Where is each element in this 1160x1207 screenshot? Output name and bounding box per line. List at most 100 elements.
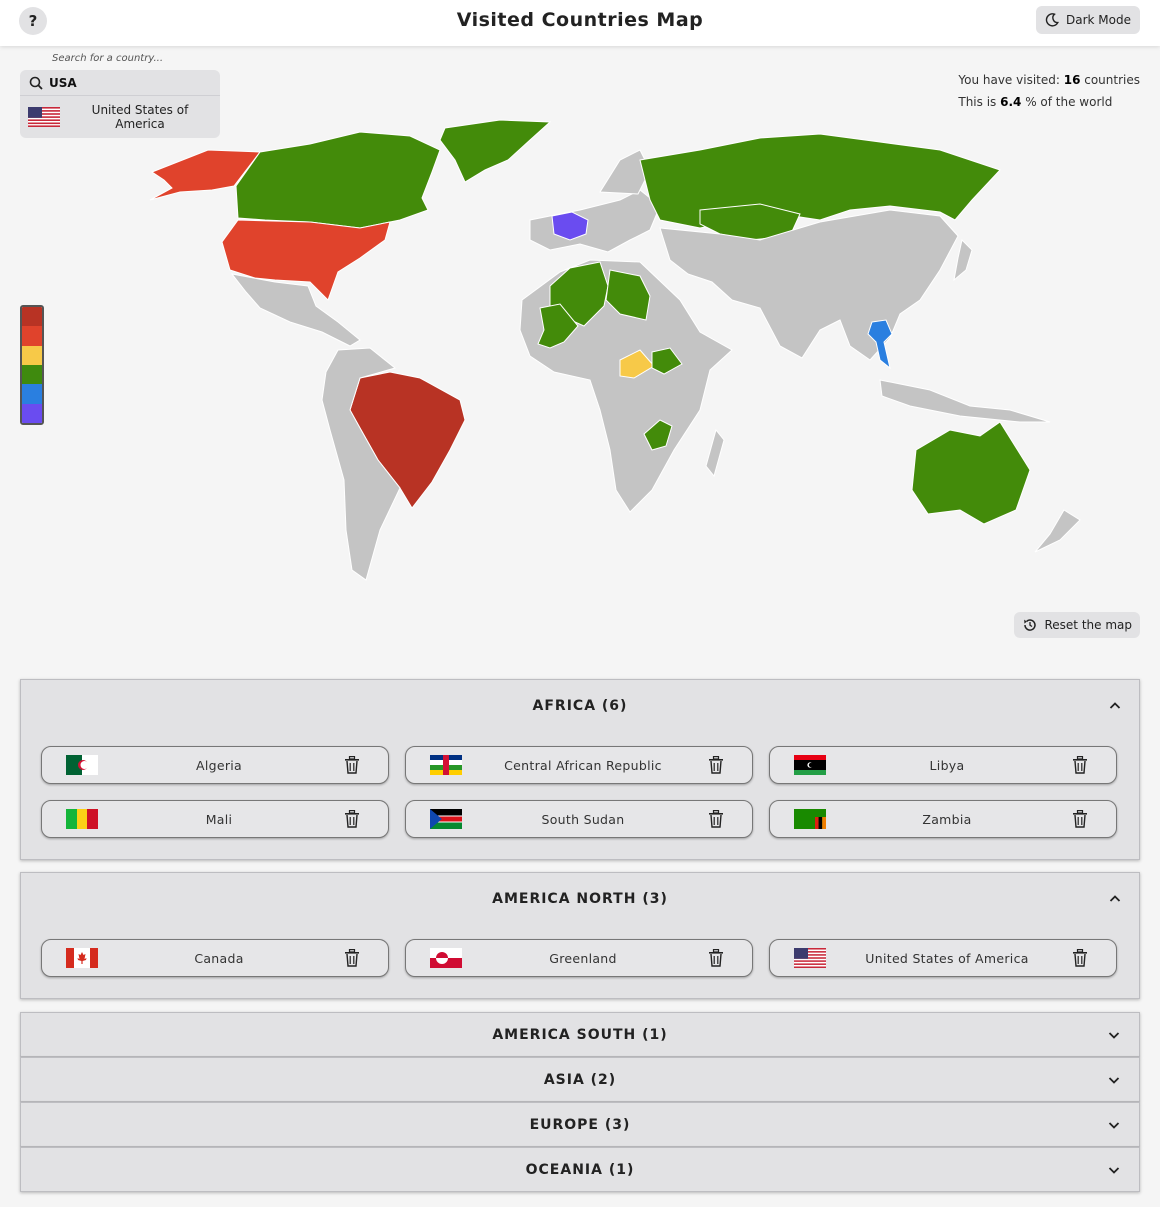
delete-country-button[interactable] <box>704 810 728 828</box>
russia-region[interactable] <box>639 133 1001 229</box>
reset-icon <box>1024 619 1037 631</box>
legend-swatch[interactable] <box>22 326 42 346</box>
country-name: Algeria <box>195 757 243 773</box>
legend-swatch[interactable] <box>22 345 42 365</box>
usa-region[interactable] <box>221 219 391 301</box>
section-title: AMERICA SOUTH (1) <box>492 1027 668 1043</box>
world-map[interactable] <box>60 110 1120 600</box>
delete-country-button[interactable] <box>340 810 364 828</box>
south-sudan-region[interactable] <box>651 347 683 375</box>
section-header[interactable]: AFRICA (6) <box>21 680 1139 732</box>
section-america-south[interactable]: AMERICA SOUTH (1) <box>20 1012 1140 1057</box>
trash-icon <box>345 810 359 828</box>
zambia-flag-icon <box>794 809 826 829</box>
section-title: ASIA (2) <box>543 1072 617 1088</box>
world-percent: 6.4 <box>1000 95 1022 109</box>
chevron-up-icon <box>1109 702 1121 709</box>
delete-country-button[interactable] <box>1068 810 1092 828</box>
car-region[interactable] <box>619 349 655 379</box>
color-legend[interactable] <box>20 305 44 425</box>
mali-flag-icon <box>66 809 98 829</box>
chevron-down-icon <box>1108 1032 1120 1039</box>
country-name: Zambia <box>922 811 972 827</box>
chevron-down-icon <box>1108 1167 1120 1174</box>
delete-country-button[interactable] <box>1068 756 1092 774</box>
delete-country-button[interactable] <box>1068 949 1092 967</box>
stats-line-countries: You have visited: 16 countries <box>958 73 1140 87</box>
visited-count: 16 <box>1063 73 1081 87</box>
mexico-region[interactable] <box>230 273 361 347</box>
mali-region[interactable] <box>537 303 579 349</box>
country-name: South Sudan <box>541 811 625 827</box>
country-name: Central African Republic <box>504 757 662 773</box>
legend-swatch[interactable] <box>22 307 42 327</box>
south-america-region[interactable] <box>321 347 401 581</box>
dark-mode-label: Dark Mode <box>1066 13 1131 27</box>
section-header[interactable]: EUROPE (3) <box>21 1103 1139 1147</box>
country-chip[interactable]: Algeria <box>41 746 389 784</box>
country-chip[interactable]: Central African Republic <box>405 746 753 784</box>
zambia-region[interactable] <box>643 419 673 451</box>
legend-swatch[interactable] <box>22 403 42 423</box>
se-asia-islands[interactable] <box>879 379 1051 423</box>
france-region[interactable] <box>551 211 589 241</box>
section-title: OCEANIA (1) <box>525 1162 635 1178</box>
country-chip[interactable]: Zambia <box>769 800 1117 838</box>
reset-map-button[interactable]: Reset the map <box>1014 612 1140 638</box>
section-asia[interactable]: ASIA (2) <box>20 1057 1140 1102</box>
search-box[interactable] <box>20 70 220 95</box>
delete-country-button[interactable] <box>704 949 728 967</box>
greenland-region[interactable] <box>439 119 552 183</box>
section-header[interactable]: ASIA (2) <box>21 1058 1139 1102</box>
australia-region[interactable] <box>911 421 1031 525</box>
thailand-region[interactable] <box>867 319 893 370</box>
greenland-flag-icon <box>430 948 462 968</box>
country-chip[interactable]: Canada <box>41 939 389 977</box>
country-chip[interactable]: South Sudan <box>405 800 753 838</box>
section-europe[interactable]: EUROPE (3) <box>20 1102 1140 1147</box>
trash-icon <box>345 756 359 774</box>
country-chip[interactable]: Mali <box>41 800 389 838</box>
legend-swatch[interactable] <box>22 364 42 385</box>
help-button[interactable]: ? <box>19 7 47 35</box>
japan-region[interactable] <box>953 239 973 282</box>
chevron-down-icon <box>1108 1077 1120 1084</box>
section-oceania[interactable]: OCEANIA (1) <box>20 1147 1140 1192</box>
country-name: Canada <box>194 950 244 966</box>
country-chip[interactable]: United States of America <box>769 939 1117 977</box>
section-africa: AFRICA (6) Algeria Central African Republ… <box>20 679 1140 860</box>
country-chip[interactable]: Libya <box>769 746 1117 784</box>
algeria-flag-icon <box>66 755 98 775</box>
chevron-up-icon <box>1109 895 1121 902</box>
section-header[interactable]: OCEANIA (1) <box>21 1148 1139 1192</box>
section-header[interactable]: AMERICA NORTH (3) <box>21 873 1139 925</box>
search-suggestion[interactable]: United States of America <box>20 95 220 138</box>
trash-icon <box>709 949 723 967</box>
canada-region[interactable] <box>235 131 441 229</box>
delete-country-button[interactable] <box>340 756 364 774</box>
section-title: AMERICA NORTH (3) <box>492 891 668 907</box>
suggestion-text: United States of America <box>91 103 189 131</box>
trash-icon <box>709 810 723 828</box>
madagascar-region[interactable] <box>705 428 725 478</box>
new-zealand-region[interactable] <box>1034 509 1081 553</box>
legend-swatch[interactable] <box>22 384 42 404</box>
country-chip[interactable]: Greenland <box>405 939 753 977</box>
top-bar: ? Visited Countries Map Dark Mode <box>0 0 1160 46</box>
section-header[interactable]: AMERICA SOUTH (1) <box>21 1013 1139 1057</box>
country-name: Libya <box>929 757 965 773</box>
reset-label: Reset the map <box>1044 618 1132 632</box>
search-input[interactable] <box>49 75 209 90</box>
delete-country-button[interactable] <box>704 756 728 774</box>
trash-icon <box>1073 810 1087 828</box>
delete-country-button[interactable] <box>340 949 364 967</box>
south-sudan-flag-icon <box>430 809 462 829</box>
trash-icon <box>345 949 359 967</box>
alaska-region[interactable] <box>149 149 261 201</box>
section-america-north: AMERICA NORTH (3) Canada Greenland United … <box>20 872 1140 999</box>
libya-region[interactable] <box>605 269 651 321</box>
section-title: EUROPE (3) <box>529 1117 631 1133</box>
europe-region[interactable] <box>529 189 661 253</box>
dark-mode-button[interactable]: Dark Mode <box>1036 6 1140 34</box>
search-icon <box>29 76 43 90</box>
